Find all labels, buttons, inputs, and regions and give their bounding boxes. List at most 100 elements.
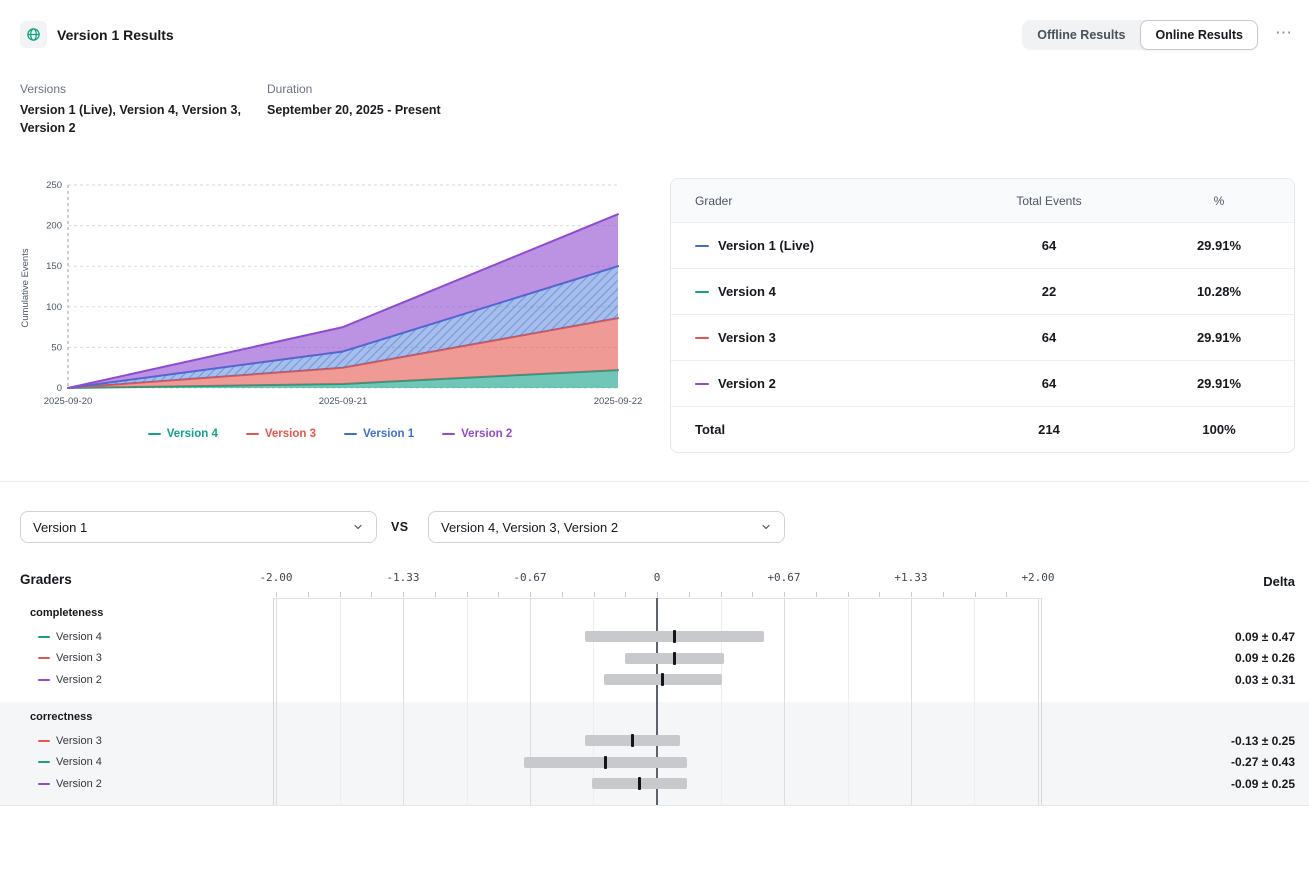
online-results-button[interactable]: Online Results bbox=[1140, 20, 1258, 50]
comparison-row-label: Version 2 bbox=[56, 673, 102, 686]
axis-tick bbox=[530, 592, 531, 597]
chevron-down-icon bbox=[354, 524, 362, 530]
table-header-row: Grader Total Events % bbox=[671, 179, 1294, 222]
table-total-row: Total 214 100% bbox=[671, 406, 1294, 452]
legend-label: Version 4 bbox=[166, 428, 218, 440]
cumulative-events-chart: 0 50 100 150 200 250 2025-09-20 2025-09-21 2025-… bbox=[20, 180, 642, 407]
total-events-cell: 64 bbox=[1041, 330, 1057, 345]
delta-mean-marker bbox=[638, 777, 642, 791]
column-header-total-events: Total Events bbox=[1016, 193, 1082, 208]
gridline-major bbox=[276, 598, 277, 806]
axis-tick bbox=[561, 592, 563, 597]
delta-value: -0.13 ± 0.25 bbox=[1231, 733, 1295, 748]
axis-tick-label: -2.00 bbox=[259, 571, 293, 584]
group-band bbox=[0, 702, 1309, 806]
axis-tick bbox=[815, 592, 817, 597]
series-dash-icon bbox=[147, 433, 161, 435]
section-divider bbox=[0, 481, 1309, 482]
total-events-cell: 22 bbox=[1041, 284, 1057, 299]
versions-value: Version 1 (Live), Version 4, Version 3, … bbox=[20, 103, 241, 136]
delta-mean-marker bbox=[661, 673, 665, 687]
axis-tick bbox=[1006, 592, 1008, 597]
series-dash-icon bbox=[38, 657, 50, 660]
legend-item-version4[interactable]: Version 4 bbox=[147, 428, 218, 440]
axis-tick bbox=[625, 592, 627, 597]
series-dash-icon bbox=[38, 761, 50, 764]
comparison-versions-select[interactable]: Version 4, Version 3, Version 2 bbox=[428, 511, 785, 543]
legend-item-version2[interactable]: Version 2 bbox=[442, 428, 512, 440]
series-dash-icon bbox=[695, 290, 709, 293]
table-row[interactable]: Version 3 64 29.91% bbox=[671, 314, 1294, 360]
chart-legend: Version 4 Version 3 Version 1 Version 2 bbox=[0, 428, 660, 440]
gridline-major bbox=[529, 598, 531, 806]
series-dash-icon bbox=[344, 433, 357, 435]
table-body: Version 1 (Live) 64 29.91% Version 4 22 10.28… bbox=[671, 222, 1294, 452]
grader-name: Total bbox=[695, 422, 726, 437]
gridline-minor bbox=[466, 598, 468, 806]
delta-value: -0.09 ± 0.25 bbox=[1231, 776, 1295, 791]
svg-text:250: 250 bbox=[46, 180, 62, 191]
vs-label: VS bbox=[391, 520, 409, 534]
gridline-minor bbox=[593, 598, 595, 806]
axis-tick-label: +0.67 bbox=[767, 571, 801, 584]
delta-mean-marker bbox=[672, 630, 676, 644]
comparison-row-label: Version 4 bbox=[56, 756, 102, 769]
baseline-version-select[interactable]: Version 1 bbox=[20, 511, 377, 543]
duration-label: Duration bbox=[267, 82, 313, 96]
globe-icon bbox=[27, 28, 40, 41]
series-dash-icon bbox=[695, 336, 709, 339]
plot-bottom-border bbox=[0, 805, 1309, 806]
comparison-row-label: Version 3 bbox=[56, 734, 102, 747]
graders-label: Graders bbox=[20, 572, 72, 587]
legend-item-version3[interactable]: Version 3 bbox=[245, 428, 316, 440]
series-dash-icon bbox=[38, 678, 50, 681]
legend-item-version1[interactable]: Version 1 bbox=[344, 428, 414, 440]
column-header-grader: Grader bbox=[695, 193, 733, 208]
axis-tick bbox=[593, 592, 595, 597]
svg-text:150: 150 bbox=[46, 261, 62, 272]
offline-results-button[interactable]: Offline Results bbox=[1037, 28, 1126, 42]
legend-label: Version 3 bbox=[264, 428, 316, 440]
total-events-cell: 214 bbox=[1038, 422, 1060, 437]
page-title: Version 1 Results bbox=[57, 27, 174, 43]
axis-tick bbox=[371, 592, 373, 597]
series-dash-icon bbox=[245, 433, 259, 435]
svg-text:Cumulative Events: Cumulative Events bbox=[20, 248, 31, 327]
grader-name: Version 1 (Live) bbox=[718, 238, 815, 253]
axis-tick bbox=[847, 592, 849, 597]
delta-value: -0.27 ± 0.43 bbox=[1231, 755, 1295, 770]
percent-cell: 29.91% bbox=[1196, 376, 1242, 391]
axis-tick-label: +1.33 bbox=[894, 571, 928, 584]
delta-value: 0.09 ± 0.26 bbox=[1235, 651, 1295, 666]
zero-line bbox=[656, 598, 658, 806]
grader-name-cell: Version 2 bbox=[671, 376, 954, 391]
table-row[interactable]: Version 4 22 10.28% bbox=[671, 268, 1294, 314]
duration-value: September 20, 2025 - Present bbox=[267, 103, 441, 117]
gridline-major bbox=[1038, 598, 1039, 806]
comparison-versions-value: Version 4, Version 3, Version 2 bbox=[441, 519, 619, 535]
percent-cell: 29.91% bbox=[1196, 330, 1242, 345]
delta-mean-marker bbox=[672, 651, 676, 665]
table-row[interactable]: Version 2 64 29.91% bbox=[671, 360, 1294, 406]
comparison-row-label: Version 3 bbox=[56, 652, 102, 665]
svg-text:2025-09-20: 2025-09-20 bbox=[44, 396, 93, 407]
axis-tick bbox=[688, 592, 690, 597]
axis-tick bbox=[942, 592, 944, 597]
axis-tick bbox=[466, 592, 468, 597]
axis-tick-label: -0.67 bbox=[513, 571, 547, 584]
percent-cell: 100% bbox=[1202, 422, 1236, 437]
grader-name-cell: Version 3 bbox=[671, 330, 954, 345]
overflow-menu-icon[interactable]: ⋯ bbox=[1275, 23, 1293, 42]
results-toggle: Offline Results Online Results bbox=[1022, 20, 1258, 50]
axis-tick bbox=[403, 592, 404, 597]
comparison-row-label: Version 2 bbox=[56, 777, 102, 790]
axis-tick bbox=[339, 592, 341, 597]
axis-tick-label: 0 bbox=[653, 571, 661, 584]
svg-text:200: 200 bbox=[46, 221, 62, 232]
delta-mean-marker bbox=[630, 734, 634, 748]
delta-value: 0.03 ± 0.31 bbox=[1235, 672, 1295, 687]
grader-name-cell: Total bbox=[671, 422, 954, 437]
grader-name-cell: Version 1 (Live) bbox=[671, 238, 954, 253]
experiment-icon bbox=[20, 21, 47, 48]
table-row[interactable]: Version 1 (Live) 64 29.91% bbox=[671, 222, 1294, 268]
